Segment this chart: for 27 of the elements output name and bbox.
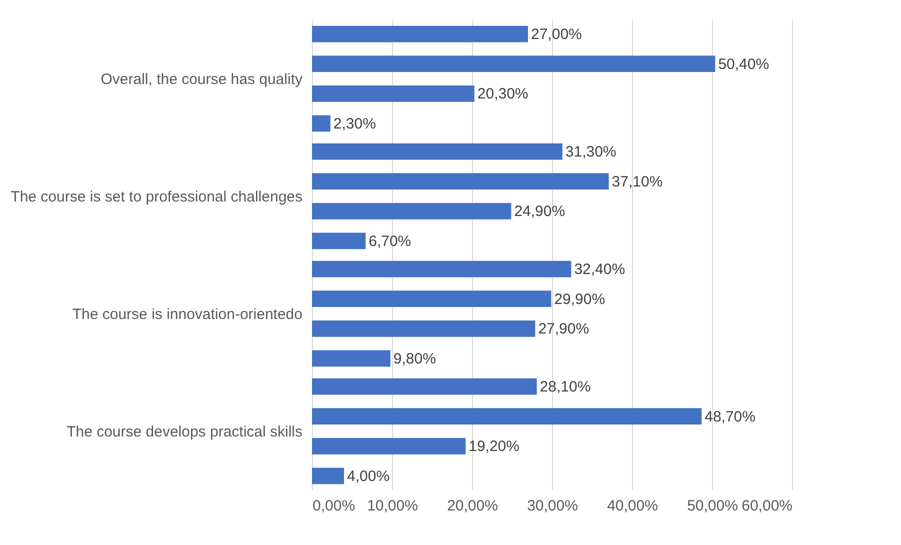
data-label: 48,70% (704, 408, 756, 426)
x-tick-label: 50,00% (687, 498, 738, 514)
data-label: 29,90% (554, 290, 606, 308)
data-label: 28,10% (540, 378, 591, 396)
data-label: 37,10% (612, 173, 663, 190)
y-tick-label: The course is innovation-orientedo (72, 306, 302, 323)
data-label: 2,30% (333, 115, 376, 132)
data-label: 19,20% (468, 438, 520, 456)
data-label: 4,00% (347, 468, 390, 485)
data-label: 32,40% (574, 261, 626, 278)
x-tick-label: 30,00% (527, 498, 578, 514)
data-label: 50,40% (718, 56, 770, 73)
y-tick-label: Overall, the course has quality (100, 70, 303, 88)
data-label: 27,00% (531, 26, 582, 44)
data-label: 24,90% (514, 203, 566, 220)
x-tick-label: 40,00% (607, 498, 658, 514)
x-tick-label: 0,00% (312, 498, 356, 514)
data-label: 6,70% (368, 232, 412, 250)
data-label: 9,80% (393, 350, 436, 368)
y-tick-label: The course develops practical skills (66, 423, 302, 440)
data-label: 20,30% (477, 86, 528, 103)
x-tick-label: 10,00% (367, 498, 418, 514)
y-tick-label: The course is set to professional challenges (10, 188, 302, 206)
data-label: 31,30% (565, 144, 616, 161)
x-tick-label: 20,00% (447, 498, 498, 514)
x-tick-label: 60,00% (742, 498, 792, 514)
data-label: 27,90% (538, 320, 590, 338)
